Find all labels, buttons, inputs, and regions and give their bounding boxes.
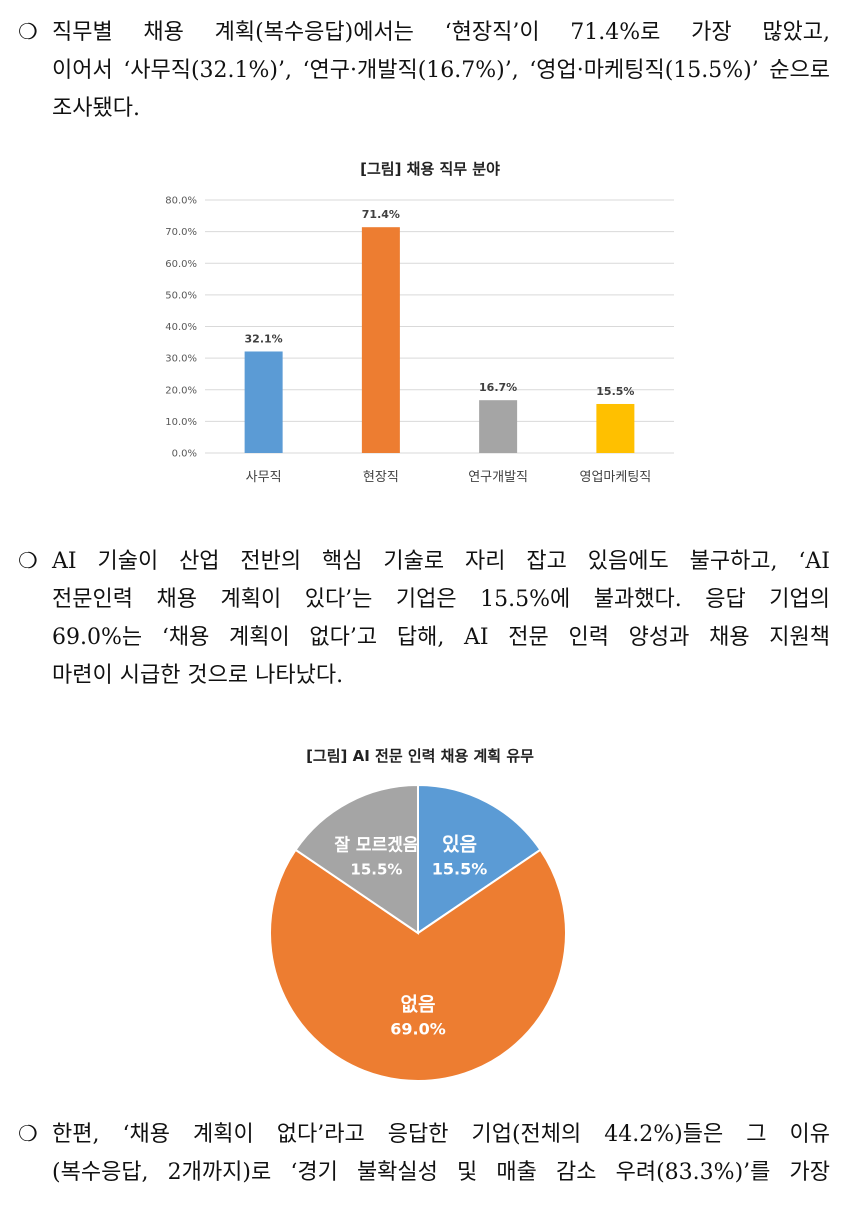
pie-slice-1 (417, 783, 542, 935)
text-line: 한편, ‘채용 계획이 없다’라고 응답한 기업(전체의 44.2%)들은 그 … (52, 1122, 830, 1147)
pie-chart-title: [그림] AI 전문 인력 채용 계획 유무 (306, 747, 534, 765)
bar-chart-title: [그림] 채용 직무 분야 (360, 160, 500, 178)
x-tick-label: 현장직 (363, 470, 399, 485)
pie-data-label: 15.5% (432, 860, 488, 879)
bar-chart: 0.0% 10.0% 20.0% 30.0% 40.0% 50.0% 60.0% 70.0% 8… (165, 196, 674, 485)
bar-data-label: 32.1% (245, 332, 283, 345)
pie-chart: 있음 15.5% 없음 69.0% 잘 모르겠음 15.5% (269, 783, 567, 1082)
y-tick-label: 60.0% (165, 259, 197, 270)
bar-1 (244, 351, 283, 453)
pie-category-label: 잘 모르겠음 (334, 835, 418, 856)
pie-slice-3 (294, 783, 419, 935)
bullet-icon: ❍ (18, 549, 38, 574)
pie-data-label: 15.5% (350, 861, 402, 879)
paragraph-text: 한편, ‘채용 계획이 없다’라고 응답한 기업(전체의 44.2%)들은 그 … (52, 1116, 830, 1192)
text-line: AI 기술이 산업 전반의 핵심 기술로 자리 잡고 있음에도 불구하고, ‘A… (52, 549, 830, 574)
y-tick-label: 80.0% (165, 196, 197, 207)
text-line: 조사됐다. (52, 96, 140, 121)
x-tick-label: 연구개발직 (468, 470, 528, 485)
pie-slice-2 (269, 848, 567, 1082)
text-line: 직무별 채용 계획(복수응답)에서는 ‘현장직’이 71.4%로 가장 많았고, (52, 20, 830, 45)
bullet-icon: ❍ (18, 1122, 38, 1147)
paragraph-text: 직무별 채용 계획(복수응답)에서는 ‘현장직’이 71.4%로 가장 많았고,… (52, 14, 830, 128)
bar-4 (596, 403, 635, 453)
pie-data-label: 69.0% (390, 1019, 446, 1038)
pie-category-label: 있음 (442, 834, 477, 856)
paragraph-text: AI 기술이 산업 전반의 핵심 기술로 자리 잡고 있음에도 불구하고, ‘A… (52, 543, 830, 695)
pie-category-label: 없음 (401, 993, 436, 1015)
y-tick-label: 50.0% (165, 290, 197, 301)
text-line: (복수응답, 2개까지)로 ‘경기 불확실성 및 매출 감소 우려(83.3%)… (52, 1160, 830, 1185)
bar-data-label: 16.7% (479, 381, 517, 394)
y-tick-label: 30.0% (165, 354, 197, 365)
text-line: 69.0%는 ‘채용 계획이 없다’고 답해, AI 전문 인력 양성과 채용 … (52, 625, 830, 650)
text-line: 마련이 시급한 것으로 나타났다. (52, 663, 344, 688)
y-tick-label: 20.0% (165, 385, 197, 396)
bar-data-label: 15.5% (596, 385, 634, 398)
bar-data-label: 71.4% (362, 208, 400, 221)
x-tick-label: 사무직 (246, 470, 282, 485)
text-line: 전문인력 채용 계획이 있다’는 기업은 15.5%에 불과했다. 응답 기업의 (52, 587, 830, 612)
text-line: 이어서 ‘사무직(32.1%)’, ‘연구·개발직(16.7%)’, ‘영업·마… (52, 58, 830, 83)
bullet-icon: ❍ (18, 20, 38, 45)
x-tick-label: 영업마케팅직 (579, 470, 651, 485)
bar-3 (479, 400, 518, 453)
y-tick-label: 70.0% (165, 227, 197, 238)
bar-2 (361, 227, 400, 453)
y-tick-label: 40.0% (165, 322, 197, 333)
y-tick-label: 0.0% (172, 449, 197, 460)
y-tick-label: 10.0% (165, 417, 197, 428)
